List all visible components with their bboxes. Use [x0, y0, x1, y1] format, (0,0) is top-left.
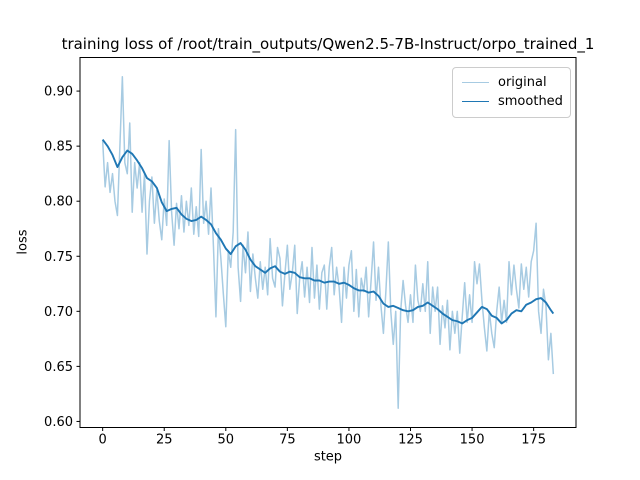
legend-item-original: original	[462, 73, 562, 92]
svg-text:0.65: 0.65	[44, 360, 73, 375]
legend-label-original: original	[498, 75, 547, 90]
svg-text:0.90: 0.90	[44, 85, 73, 100]
legend-label-smoothed: smoothed	[498, 94, 563, 109]
svg-text:75: 75	[279, 433, 296, 448]
svg-text:0.70: 0.70	[44, 305, 73, 320]
svg-text:25: 25	[156, 433, 173, 448]
svg-text:175: 175	[521, 433, 546, 448]
svg-text:0: 0	[99, 433, 107, 448]
svg-text:0.85: 0.85	[44, 140, 73, 155]
x-axis-label: step	[313, 449, 343, 465]
chart-title: training loss of /root/train_outputs/Qwe…	[61, 35, 595, 53]
smoothed-line-swatch-icon	[462, 101, 489, 102]
legend-item-smoothed: smoothed	[462, 92, 563, 111]
svg-text:0.75: 0.75	[44, 250, 73, 265]
svg-text:100: 100	[337, 433, 362, 448]
original-line-swatch-icon	[462, 82, 489, 83]
svg-text:150: 150	[460, 433, 485, 448]
svg-text:0.60: 0.60	[44, 415, 73, 430]
svg-text:0.80: 0.80	[44, 195, 73, 210]
svg-text:50: 50	[218, 433, 235, 448]
legend: original smoothed	[452, 67, 571, 118]
svg-text:125: 125	[398, 433, 423, 448]
